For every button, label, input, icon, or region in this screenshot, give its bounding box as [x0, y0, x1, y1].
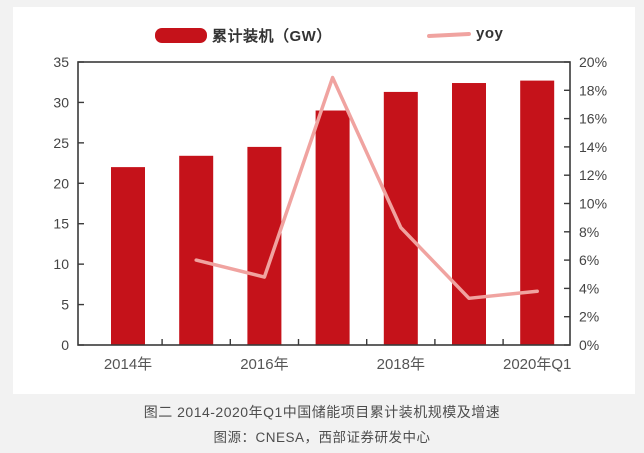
left-axis-tick-label: 5 [61, 297, 69, 313]
combo-chart: 0 5 10 15 20 25 30 35 0% 2% 4% 6% 8% 10% 12% 14% 16% 18% 2… [53, 54, 607, 373]
left-axis-tick-label: 10 [53, 256, 69, 272]
x-axis-label: 2020年Q1 [503, 356, 571, 373]
right-axis-tick-label: 2% [579, 309, 599, 325]
legend-bar-swatch [155, 28, 207, 43]
bar-2020年Q1 [520, 80, 555, 346]
left-axis-tick-label: 15 [53, 216, 69, 232]
bar-2019年 [452, 83, 486, 345]
figure-source: 图源：CNESA，西部证券研发中心 [213, 430, 431, 445]
bar-2017年 [315, 110, 350, 345]
bar-2018年 [383, 91, 418, 345]
right-axis-tick-label: 8% [579, 224, 599, 240]
right-axis-tick-label: 20% [579, 54, 607, 70]
yoy-line [194, 75, 539, 301]
bar-2015年 [179, 155, 214, 345]
x-axis-label: 2018年 [377, 356, 425, 373]
left-axis-tick-label: 20 [53, 175, 69, 191]
right-axis-tick-label: 6% [579, 252, 599, 268]
legend-line-label: yoy [476, 25, 504, 42]
bar-2014年 [111, 167, 145, 345]
left-axis-tick-label: 35 [53, 54, 69, 70]
x-axis-label: 2014年 [104, 356, 152, 373]
right-axis-tick-label: 16% [579, 111, 607, 127]
left-axis-tick-label: 30 [53, 94, 69, 110]
right-axis-tick-label: 4% [579, 280, 599, 296]
right-axis-tick-label: 14% [579, 139, 607, 155]
right-axis-tick-label: 18% [579, 82, 607, 98]
right-axis-tick-label: 10% [579, 196, 607, 212]
figure-caption: 图二 2014-2020年Q1中国储能项目累计装机规模及增速 [143, 404, 501, 420]
left-axis-tick-label: 25 [53, 135, 69, 151]
x-axis-label: 2016年 [240, 356, 288, 373]
right-axis-tick-label: 0% [579, 337, 599, 353]
right-axis-tick-label: 12% [579, 167, 607, 183]
left-axis-tick-label: 0 [61, 337, 69, 353]
legend-bar-label: 累计装机（GW） [212, 28, 332, 45]
